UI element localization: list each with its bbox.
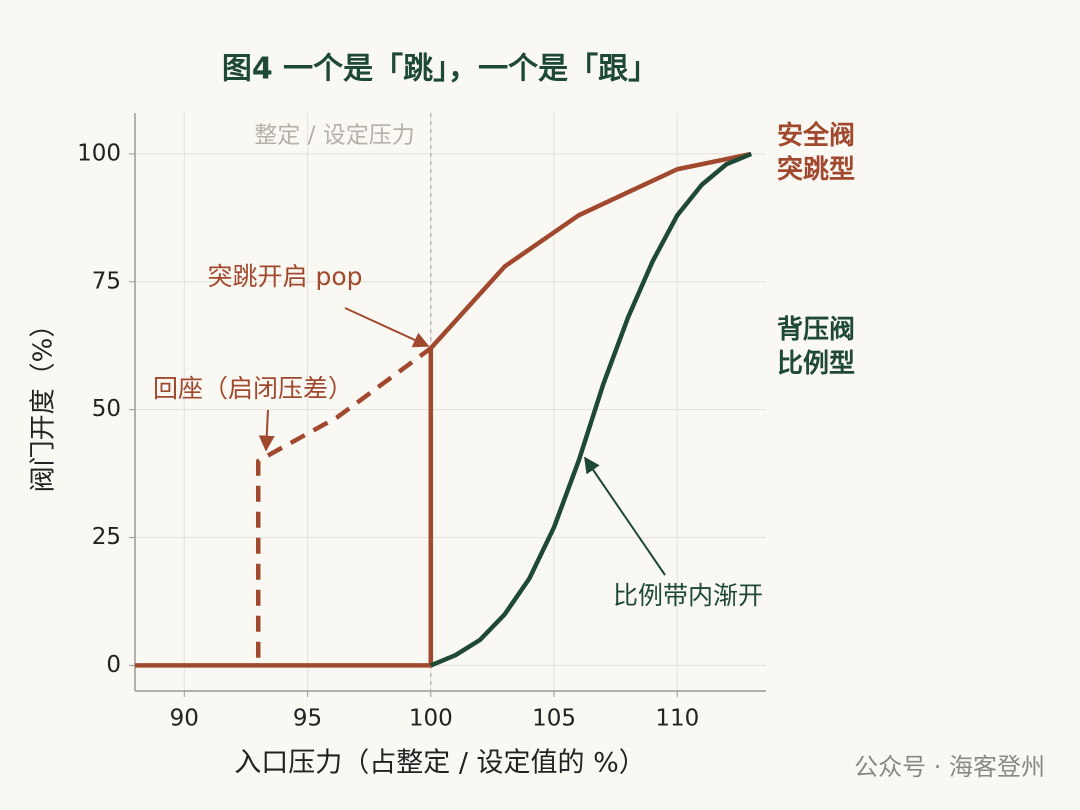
annotation-arrow <box>258 409 275 452</box>
y-tick-label: 50 <box>92 396 121 422</box>
x-tick-label: 100 <box>409 706 453 732</box>
annotation: 比例带内渐开 <box>613 581 763 610</box>
chart-title: 图4 一个是「跳」，一个是「跟」 <box>222 52 658 87</box>
annotation-arrow <box>584 456 666 576</box>
x-tick-label: 95 <box>293 706 322 732</box>
series-label: 安全阀突跳型 <box>777 120 855 185</box>
annotation-arrow <box>344 307 430 348</box>
watermark: 公众号 · 海客登州 <box>854 753 1045 781</box>
series-line <box>255 346 433 658</box>
y-axis-label: 阀门开度（%） <box>29 312 59 493</box>
y-tick-label: 100 <box>77 140 121 166</box>
y-tick-label: 25 <box>92 524 121 550</box>
series-line <box>135 151 752 668</box>
x-axis-label: 入口压力（占整定 / 设定值的 %） <box>234 748 646 779</box>
y-tick-label: 75 <box>92 268 121 294</box>
reference-label: 整定 / 设定压力 <box>254 123 414 149</box>
series-label: 背压阀比例型 <box>777 315 855 379</box>
annotation: 回座（启闭压差） <box>153 374 353 403</box>
y-tick-label: 0 <box>106 652 121 678</box>
series-line <box>429 151 753 668</box>
x-tick-label: 110 <box>655 706 699 732</box>
x-tick-label: 90 <box>170 706 199 732</box>
annotation: 突跳开启 pop <box>208 262 363 291</box>
x-tick-label: 105 <box>532 706 576 732</box>
